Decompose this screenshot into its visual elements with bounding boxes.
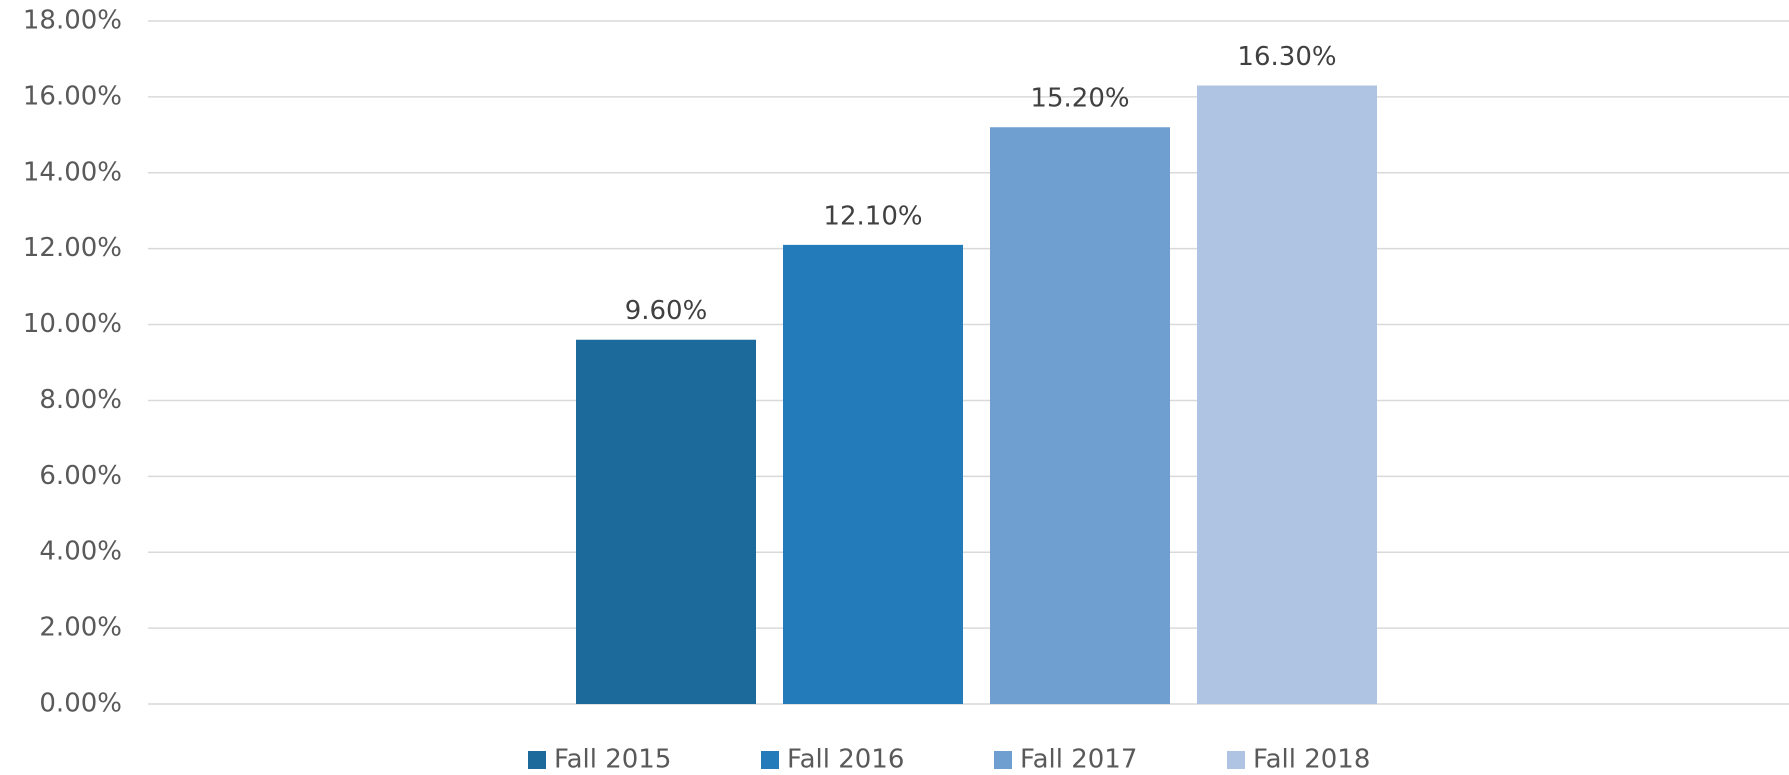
y-tick-label: 12.00% — [23, 233, 122, 263]
y-tick-label: 6.00% — [39, 461, 122, 491]
bar — [783, 244, 963, 704]
y-tick-label: 8.00% — [39, 385, 122, 415]
bar — [990, 127, 1170, 704]
legend-swatch — [1227, 751, 1245, 769]
data-label: 9.60% — [625, 296, 708, 326]
y-tick-label: 4.00% — [39, 537, 122, 567]
y-tick-label: 0.00% — [39, 689, 122, 719]
data-label: 15.20% — [1030, 84, 1129, 114]
legend-label: Fall 2016 — [787, 745, 904, 775]
legend-label: Fall 2018 — [1253, 745, 1370, 775]
legend-label: Fall 2017 — [1020, 745, 1137, 775]
legend-swatch — [994, 751, 1012, 769]
legend-label: Fall 2015 — [554, 745, 671, 775]
data-label: 16.30% — [1237, 42, 1336, 72]
y-tick-label: 10.00% — [23, 309, 122, 339]
y-tick-label: 16.00% — [23, 81, 122, 111]
y-tick-label: 18.00% — [23, 6, 122, 36]
data-label: 12.10% — [823, 201, 922, 231]
y-tick-label: 2.00% — [39, 613, 122, 643]
bar — [576, 339, 756, 704]
legend-swatch — [528, 751, 546, 769]
legend-swatch — [761, 751, 779, 769]
y-tick-label: 14.00% — [23, 157, 122, 187]
bar — [1197, 85, 1377, 704]
